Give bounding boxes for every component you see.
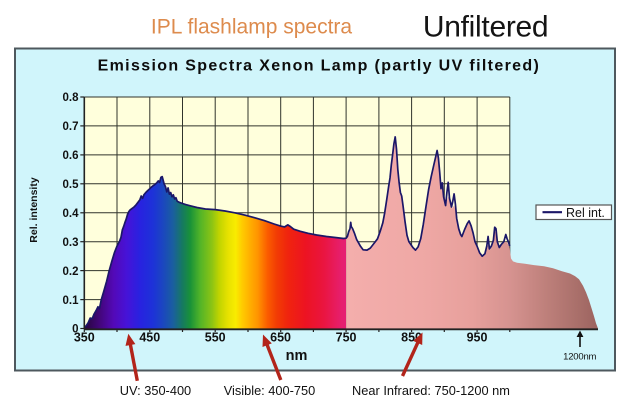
- svg-text:0.4: 0.4: [63, 208, 80, 220]
- svg-text:0.5: 0.5: [63, 179, 80, 191]
- svg-text:1200nm: 1200nm: [563, 352, 596, 363]
- svg-text:950: 950: [467, 331, 488, 345]
- svg-text:0.1: 0.1: [63, 295, 80, 307]
- svg-text:Near Infrared: 750-1200 nm: Near Infrared: 750-1200 nm: [352, 383, 510, 398]
- svg-text:UV: 350-400: UV: 350-400: [120, 383, 191, 398]
- svg-text:Rel int.: Rel int.: [566, 206, 605, 220]
- svg-text:650: 650: [270, 331, 291, 345]
- svg-text:Emission Spectra Xenon Lamp (p: Emission Spectra Xenon Lamp (partly UV f…: [98, 58, 541, 75]
- svg-text:450: 450: [139, 331, 160, 345]
- svg-text:Visible: 400-750: Visible: 400-750: [224, 383, 316, 398]
- svg-text:750: 750: [336, 331, 357, 345]
- svg-text:IPL flashlamp spectra: IPL flashlamp spectra: [151, 16, 352, 39]
- svg-text:0.7: 0.7: [63, 121, 79, 133]
- svg-text:Rel. intensity: Rel. intensity: [28, 177, 40, 243]
- svg-text:550: 550: [205, 331, 226, 345]
- svg-text:0.6: 0.6: [63, 150, 79, 162]
- svg-text:350: 350: [74, 331, 95, 345]
- svg-text:0.8: 0.8: [63, 92, 80, 104]
- svg-text:0: 0: [72, 324, 78, 336]
- svg-text:0.2: 0.2: [63, 266, 79, 278]
- svg-text:0.3: 0.3: [63, 237, 79, 249]
- svg-text:Unfiltered: Unfiltered: [423, 11, 548, 44]
- svg-text:nm: nm: [286, 348, 308, 364]
